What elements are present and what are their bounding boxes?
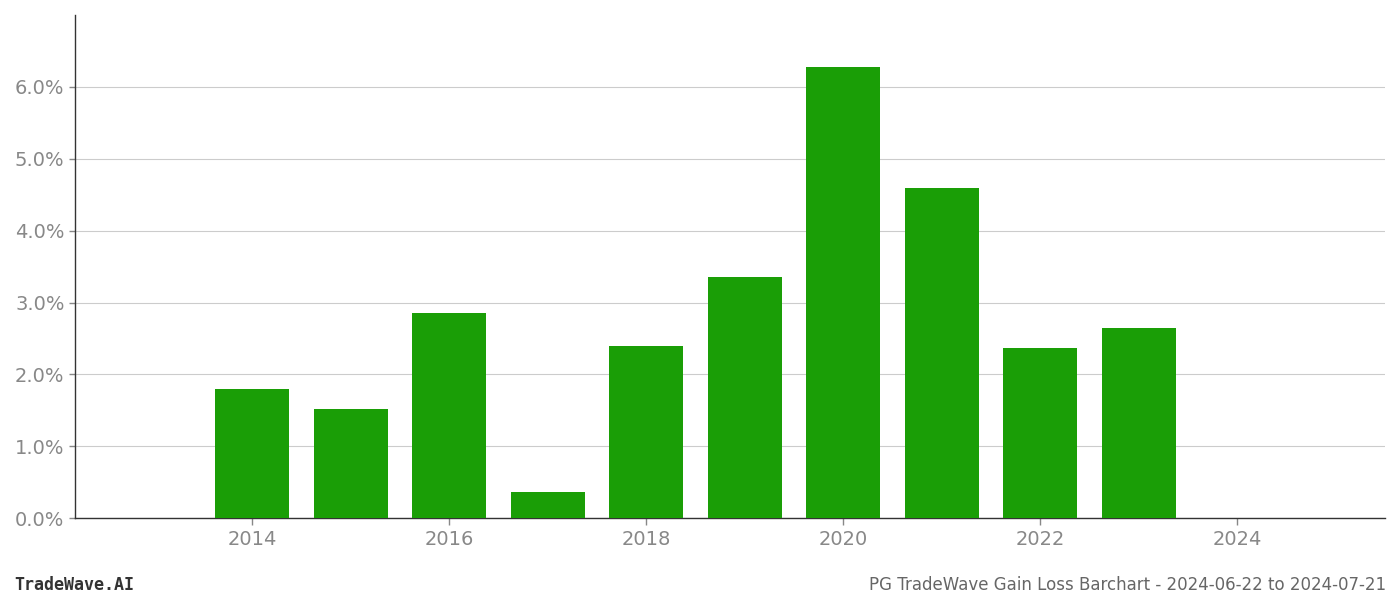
Text: PG TradeWave Gain Loss Barchart - 2024-06-22 to 2024-07-21: PG TradeWave Gain Loss Barchart - 2024-0… [869,576,1386,594]
Bar [1102,328,1176,518]
Bar [314,409,388,518]
Bar [413,313,486,518]
Bar [511,491,585,518]
Bar [1004,348,1077,518]
Text: TradeWave.AI: TradeWave.AI [14,576,134,594]
Bar [904,188,979,518]
Bar [609,346,683,518]
Bar [216,389,290,518]
Bar [806,67,881,518]
Bar [708,277,781,518]
